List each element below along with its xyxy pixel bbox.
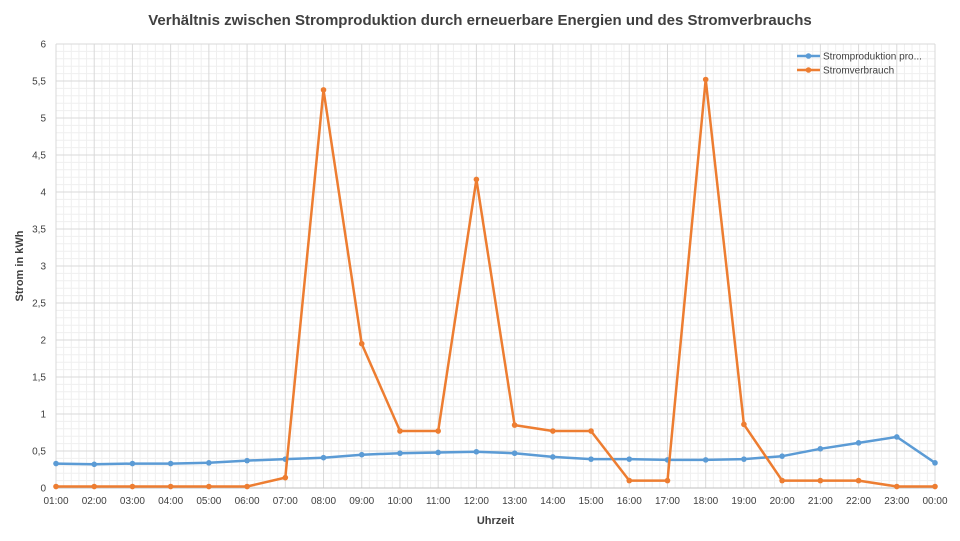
data-point — [435, 428, 441, 434]
x-tick-label: 10:00 — [387, 496, 412, 507]
y-tick-label: 1,5 — [32, 373, 46, 384]
data-point — [932, 483, 938, 490]
data-point — [779, 477, 785, 484]
legend-label: Stromproduktion pro... — [823, 52, 922, 63]
x-tick-label: 04:00 — [158, 496, 183, 507]
x-axis-ticks: 01:00 02:00 03:00 04:00 05:00 06:00 07:00 08:00… — [43, 496, 947, 507]
data-point — [817, 477, 824, 484]
y-tick-label: 6 — [40, 40, 46, 51]
y-tick-label: 4,5 — [32, 151, 46, 162]
data-point — [626, 477, 633, 484]
series-line — [56, 78, 935, 488]
data-point — [817, 445, 824, 452]
x-tick-label: 18:00 — [693, 496, 718, 507]
data-point — [397, 450, 403, 457]
y-axis-ticks: 0 0,5 1 1,5 2 2,5 3 3,5 4 4,5 5 5,5 6 — [32, 40, 46, 495]
data-point — [320, 454, 327, 461]
data-point — [779, 453, 785, 459]
data-point — [358, 340, 365, 347]
data-point — [129, 460, 136, 467]
x-axis-title: Uhrzeit — [477, 515, 515, 527]
y-tick-label: 3 — [40, 262, 46, 273]
x-tick-label: 12:00 — [464, 496, 489, 507]
x-tick-label: 23:00 — [884, 496, 909, 507]
y-tick-label: 5 — [40, 114, 46, 125]
data-point — [626, 456, 633, 462]
series-2 — [53, 76, 938, 490]
data-point — [855, 477, 862, 484]
data-point — [167, 483, 174, 490]
data-point — [358, 451, 365, 458]
legend-marker — [805, 67, 812, 73]
data-point — [129, 483, 136, 490]
data-point — [702, 457, 709, 463]
x-tick-label: 19:00 — [731, 496, 756, 507]
data-point — [741, 456, 747, 462]
x-tick-label: 08:00 — [311, 496, 336, 507]
data-point — [91, 483, 98, 490]
data-point — [893, 483, 900, 490]
y-tick-label: 4 — [40, 188, 46, 199]
x-tick-label: 05:00 — [196, 496, 221, 507]
x-tick-label: 21:00 — [808, 496, 833, 507]
series-layer — [53, 76, 938, 490]
y-axis-title: Strom in kWh — [14, 230, 26, 301]
y-tick-label: 5,5 — [32, 77, 46, 88]
data-point — [511, 450, 518, 457]
legend: Stromproduktion pro... Stromverbrauch — [797, 52, 922, 77]
data-point — [893, 434, 900, 440]
legend-marker — [805, 53, 812, 59]
data-point — [206, 483, 212, 490]
x-tick-label: 22:00 — [846, 496, 871, 507]
data-point — [932, 460, 938, 466]
x-tick-label: 01:00 — [43, 496, 68, 507]
y-tick-label: 0,5 — [32, 447, 46, 458]
data-point — [855, 440, 862, 446]
y-tick-label: 0 — [40, 484, 46, 495]
x-tick-label: 00:00 — [922, 496, 947, 507]
x-tick-label: 17:00 — [655, 496, 680, 507]
data-point — [550, 428, 556, 434]
data-point — [550, 454, 556, 460]
data-point — [91, 461, 98, 468]
data-point — [741, 421, 747, 428]
y-tick-label: 2 — [40, 336, 46, 347]
x-tick-label: 16:00 — [617, 496, 642, 507]
x-tick-label: 15:00 — [579, 496, 604, 507]
data-point — [435, 449, 441, 456]
x-tick-label: 07:00 — [273, 496, 298, 507]
y-tick-label: 1 — [40, 410, 46, 421]
x-tick-label: 13:00 — [502, 496, 527, 507]
data-point — [397, 428, 403, 434]
data-point — [167, 460, 174, 467]
data-point — [53, 483, 59, 490]
y-tick-label: 2,5 — [32, 299, 46, 310]
data-point — [53, 460, 59, 467]
data-point — [473, 448, 480, 455]
x-tick-label: 06:00 — [235, 496, 260, 507]
series-line — [55, 435, 936, 466]
data-point — [320, 87, 327, 93]
x-tick-label: 20:00 — [770, 496, 795, 507]
chart-title: Verhältnis zwischen Stromproduktion durc… — [148, 12, 812, 29]
series-1 — [53, 434, 938, 468]
data-point — [702, 76, 709, 83]
x-tick-label: 02:00 — [82, 496, 107, 507]
data-point — [588, 428, 594, 434]
data-point — [244, 483, 250, 490]
data-point — [206, 460, 212, 466]
legend-label: Stromverbrauch — [823, 66, 894, 77]
x-tick-label: 11:00 — [426, 496, 451, 507]
data-point — [282, 474, 289, 481]
data-point — [473, 176, 480, 183]
data-point — [588, 456, 594, 462]
x-tick-label: 14:00 — [540, 496, 565, 507]
x-tick-label: 09:00 — [349, 496, 374, 507]
data-point — [664, 477, 671, 484]
y-tick-label: 3,5 — [32, 225, 46, 236]
x-tick-label: 03:00 — [120, 496, 145, 507]
data-point — [244, 457, 250, 464]
data-point — [511, 422, 518, 428]
